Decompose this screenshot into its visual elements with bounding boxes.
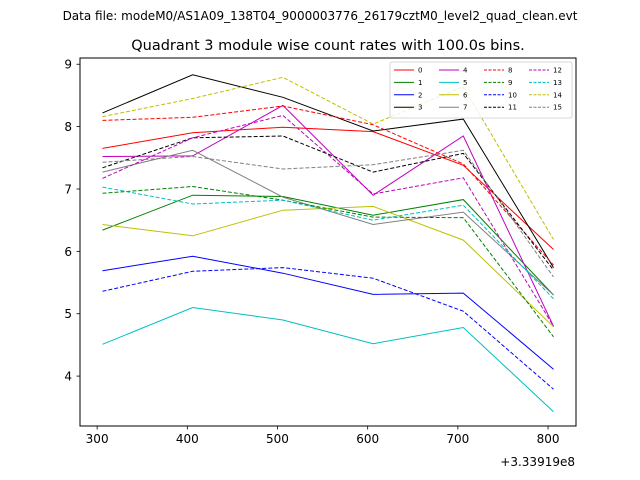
y-tick-label: 4 <box>64 370 72 384</box>
legend-label-7: 7 <box>463 104 467 112</box>
legend-label-1: 1 <box>418 79 422 87</box>
legend-label-15: 15 <box>553 104 562 112</box>
plot-area <box>102 74 554 413</box>
legend-label-0: 0 <box>418 67 422 75</box>
x-tick-label: 300 <box>86 432 109 446</box>
series-line-4 <box>102 104 554 327</box>
series-line-0 <box>102 126 554 250</box>
series-line-9 <box>102 185 554 338</box>
axes-frame <box>79 57 577 427</box>
x-tick-label: 600 <box>356 432 379 446</box>
legend-box <box>389 61 573 119</box>
legend-label-11: 11 <box>508 104 517 112</box>
legend-label-13: 13 <box>553 79 562 87</box>
series-line-6 <box>102 205 554 328</box>
legend-label-2: 2 <box>418 91 422 99</box>
legend-label-14: 14 <box>553 91 562 99</box>
suptitle: Data file: modeM0/AS1A09_138T04_90000037… <box>63 9 578 23</box>
series-line-11 <box>102 135 554 271</box>
x-tick-label: 800 <box>537 432 560 446</box>
series-line-3 <box>102 74 554 268</box>
series-line-12 <box>102 114 554 327</box>
chart-title: Quadrant 3 module wise count rates with … <box>131 38 525 54</box>
series-line-8 <box>102 105 554 266</box>
legend-label-6: 6 <box>463 91 468 99</box>
series-line-1 <box>102 194 554 296</box>
series-line-7 <box>102 149 554 296</box>
y-tick-label: 5 <box>64 307 72 321</box>
y-tick-label: 8 <box>64 120 72 134</box>
legend-label-8: 8 <box>508 67 512 75</box>
series-line-2 <box>102 255 554 370</box>
series-line-13 <box>102 186 554 300</box>
y-tick-label: 9 <box>64 58 72 72</box>
legend-label-10: 10 <box>508 91 517 99</box>
series-line-5 <box>102 306 554 413</box>
x-tick-label: 500 <box>266 432 289 446</box>
x-tick-label: 700 <box>446 432 469 446</box>
series-line-14 <box>102 76 554 240</box>
axis-ticks: 300 400 500 600 700 800 4 5 6 7 8 9 <box>64 58 559 446</box>
y-tick-label: 7 <box>64 182 72 196</box>
legend-label-5: 5 <box>463 79 467 87</box>
x-tick-label: 400 <box>176 432 199 446</box>
y-tick-label: 6 <box>64 245 72 259</box>
legend-label-3: 3 <box>418 104 422 112</box>
series-line-15 <box>102 149 554 278</box>
x-offset-label: +3.33919e8 <box>500 455 575 469</box>
legend-label-9: 9 <box>508 79 512 87</box>
legend-label-12: 12 <box>553 67 562 75</box>
legend-label-4: 4 <box>463 67 468 75</box>
series-line-10 <box>102 267 554 390</box>
